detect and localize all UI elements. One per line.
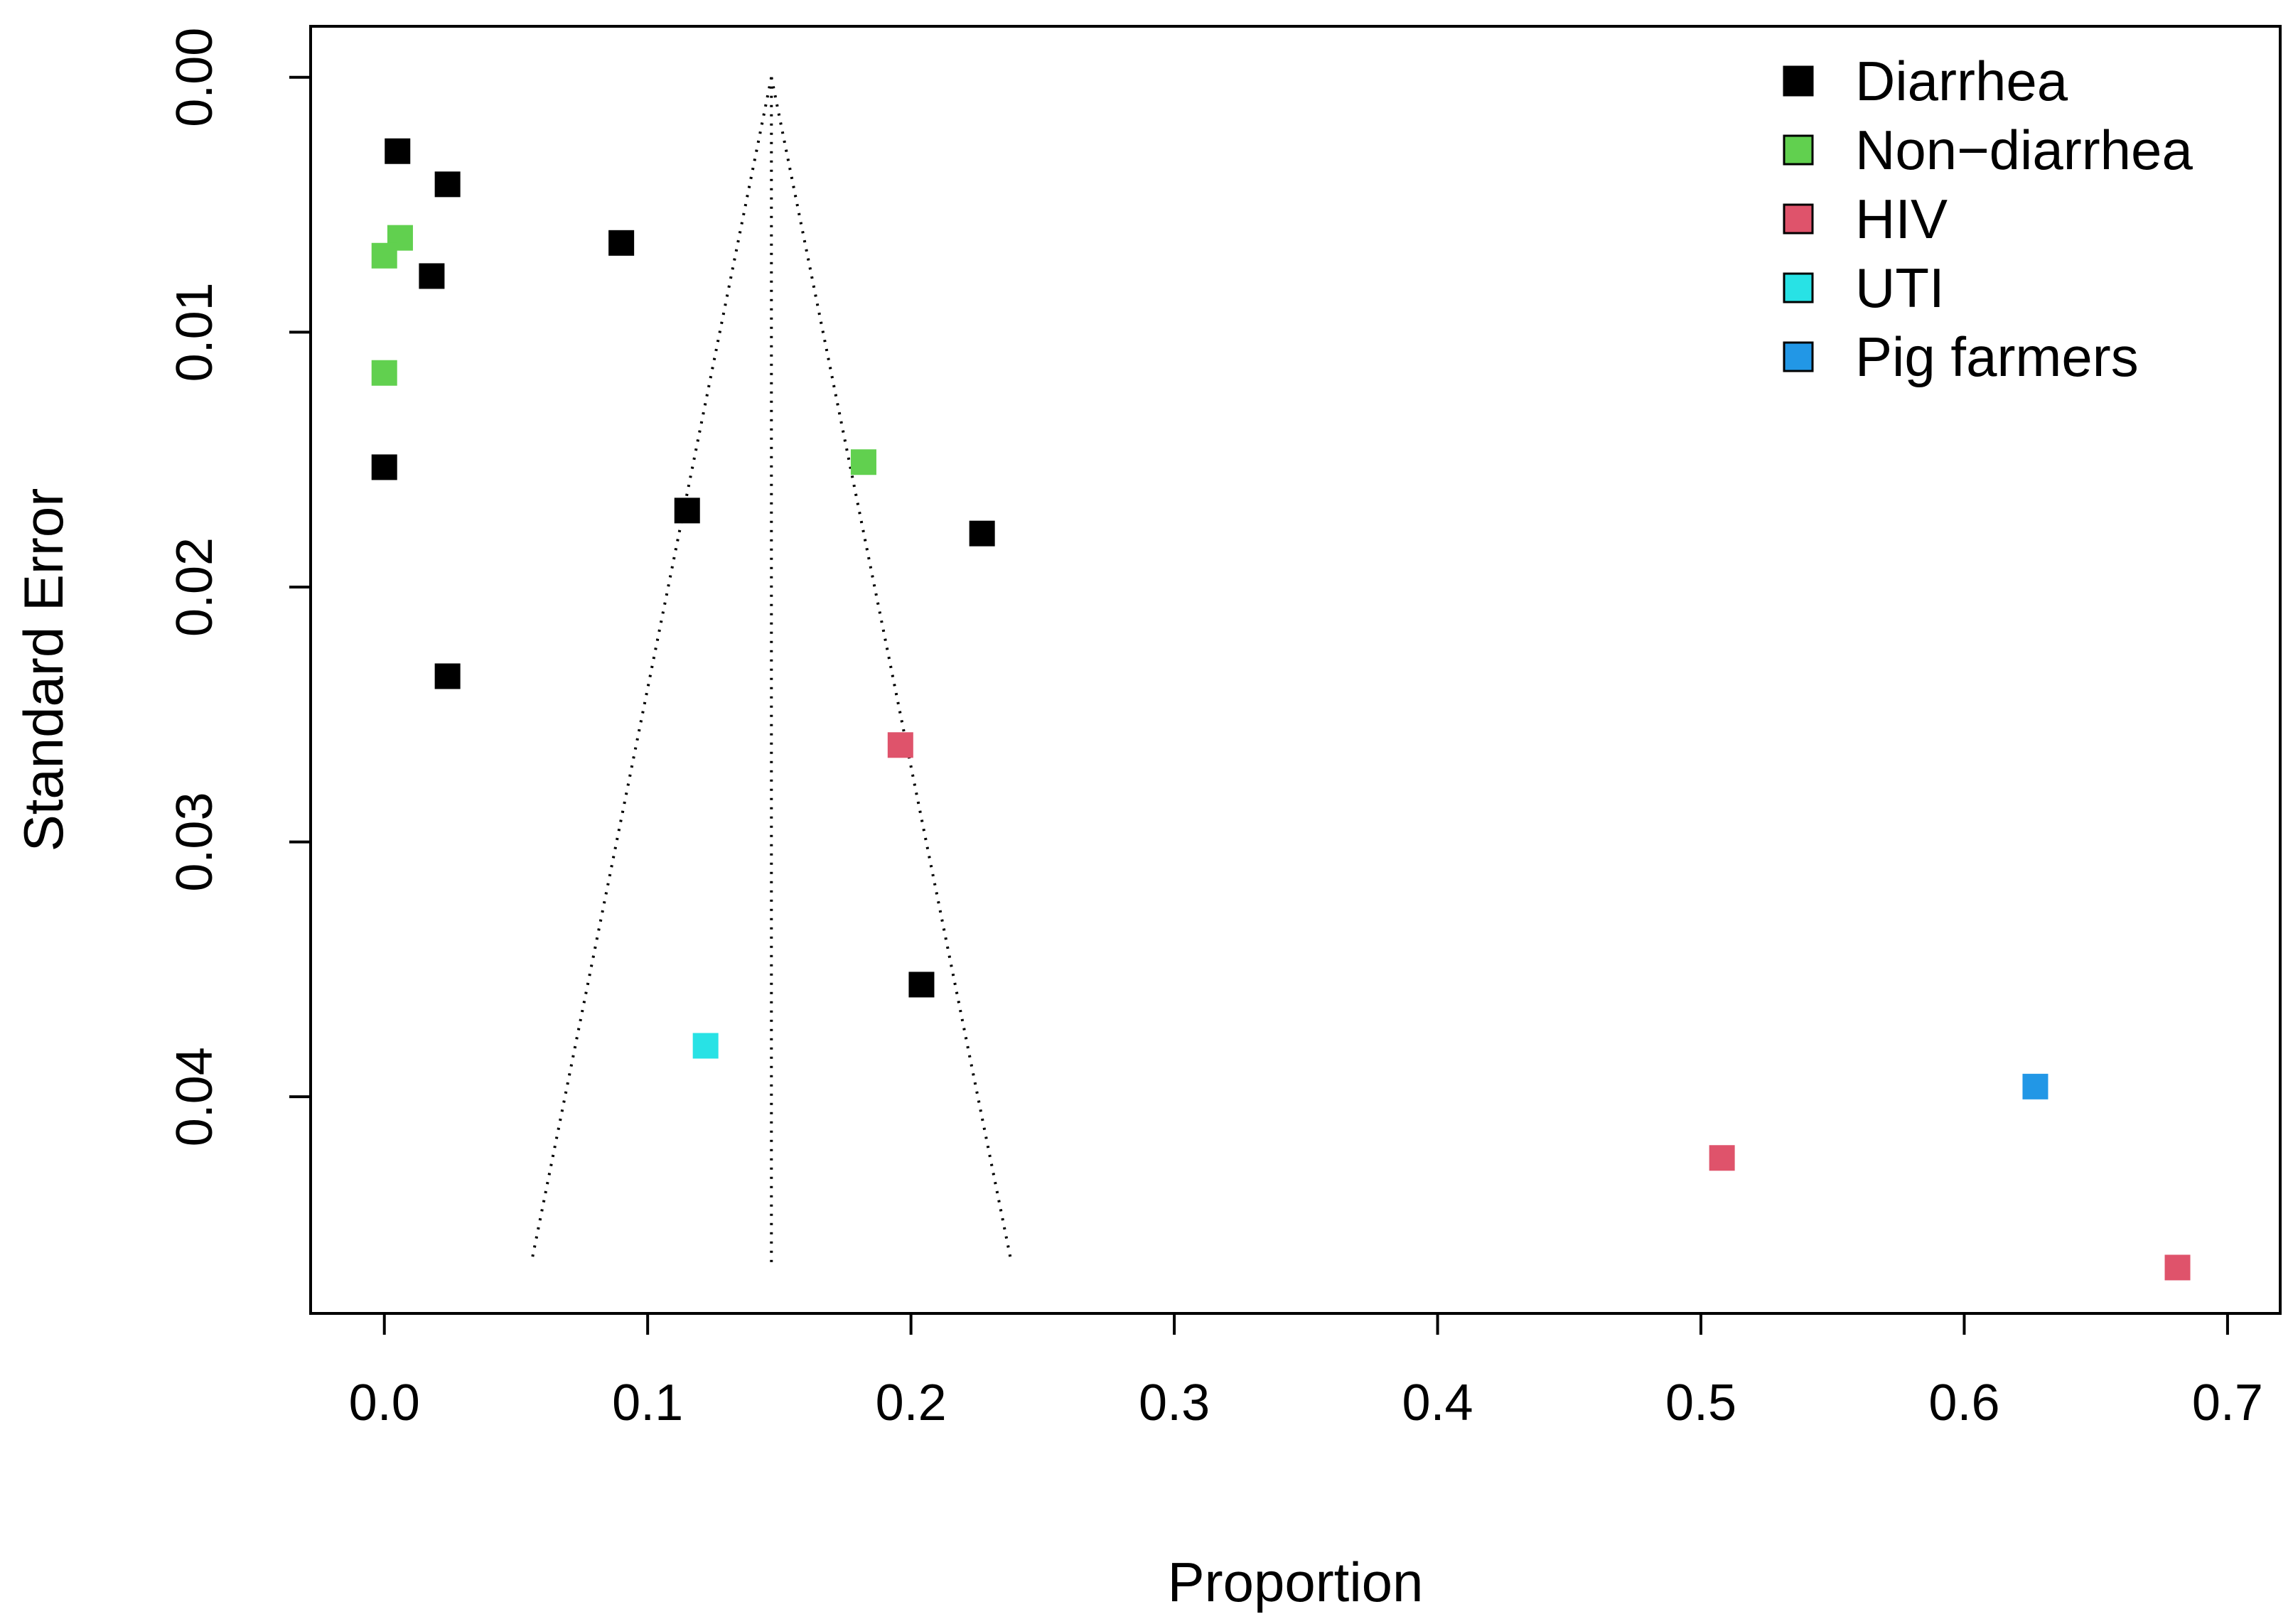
point-non-diarrhea-1 [371, 242, 397, 269]
legend-label: Pig farmers [1855, 326, 2139, 388]
point-pig-farmers-0 [2022, 1073, 2048, 1099]
y-tick-label: 0.03 [166, 792, 223, 891]
y-tick-label: 0.00 [166, 28, 223, 127]
y-axis-title: Standard Error [12, 488, 75, 852]
legend: Diarrhea Non−diarrhea HIV UTI Pig farmers [1783, 50, 2193, 388]
x-tick-label: 0.4 [1402, 1375, 1473, 1431]
point-diarrhea-5 [674, 498, 700, 524]
point-non-diarrhea-3 [850, 449, 876, 475]
funnel-lines [530, 77, 1013, 1263]
legend-label: HIV [1855, 188, 1948, 250]
point-uti-0 [692, 1033, 719, 1059]
x-tick-label: 0.5 [1665, 1375, 1736, 1431]
funnel-left-bound [530, 77, 773, 1263]
data-points [371, 138, 2191, 1281]
x-tick-label: 0.0 [349, 1375, 420, 1431]
x-tick-label: 0.3 [1139, 1375, 1210, 1431]
legend-swatch [1783, 203, 1814, 235]
y-tick-label: 0.04 [166, 1047, 223, 1146]
legend-swatch [1783, 65, 1814, 97]
x-tick-label: 0.2 [876, 1375, 947, 1431]
y-tick-label: 0.02 [166, 537, 223, 637]
legend-label: Diarrhea [1855, 50, 2068, 112]
legend-label: Non−diarrhea [1855, 119, 2193, 181]
point-diarrhea-0 [385, 138, 411, 164]
point-non-diarrhea-2 [371, 360, 397, 386]
point-hiv-2 [2164, 1254, 2191, 1281]
point-diarrhea-1 [434, 171, 461, 198]
legend-swatch [1783, 134, 1814, 166]
point-diarrhea-7 [434, 663, 461, 689]
x-axis-title: Proportion [1168, 1551, 1424, 1613]
funnel-right-bound [770, 77, 1013, 1263]
legend-swatch [1783, 341, 1814, 372]
point-diarrhea-8 [908, 972, 935, 998]
point-diarrhea-3 [608, 230, 635, 256]
x-tick-label: 0.1 [612, 1375, 683, 1431]
point-hiv-1 [1709, 1145, 1735, 1171]
y-axis: 0.00 0.01 0.02 0.03 0.04 [166, 28, 312, 1146]
point-diarrhea-2 [419, 263, 445, 289]
x-axis: 0.0 0.1 0.2 0.3 0.4 0.5 0.6 0.7 [349, 1312, 2263, 1431]
point-diarrhea-4 [371, 454, 397, 480]
legend-label: UTI [1855, 257, 1945, 319]
x-tick-label: 0.6 [1928, 1375, 1999, 1431]
y-tick-label: 0.01 [166, 282, 223, 382]
point-diarrhea-6 [969, 520, 995, 547]
x-tick-label: 0.7 [2192, 1375, 2263, 1431]
legend-swatch [1783, 272, 1814, 303]
point-hiv-0 [887, 732, 913, 758]
